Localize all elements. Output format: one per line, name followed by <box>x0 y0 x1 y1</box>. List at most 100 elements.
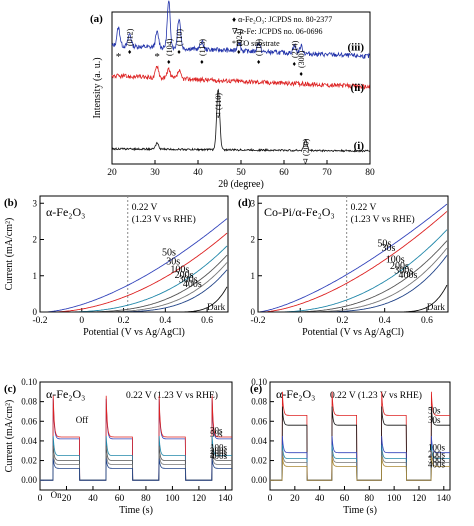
panel-label: (b) <box>4 197 18 209</box>
x-tick-label: 0 <box>298 316 303 326</box>
series-label: 400s <box>398 270 417 281</box>
annotation-text: 0.22 V <box>351 203 377 213</box>
ca-series-line <box>270 456 450 481</box>
series-label: 50s <box>377 239 391 250</box>
lsv-series-line <box>40 286 228 313</box>
legend-entry: ∇ α-Fe: JCPDS no. 06-0696 <box>232 27 322 36</box>
series-label: 30s <box>382 243 396 254</box>
xrd-series-line <box>111 0 370 59</box>
peak-label: (012) <box>126 28 135 46</box>
series-label: 300s <box>394 266 413 277</box>
series-label: 30s <box>166 257 180 268</box>
series-label: 100s <box>428 443 446 453</box>
y-tick-label: 3 <box>251 198 256 208</box>
series-label: 300s <box>210 448 228 458</box>
peak-marker: ♦ <box>299 70 303 78</box>
peak-marker: ♦ <box>257 58 261 66</box>
panel-c: 0 20 40 60 80 100 120 140 0.00 0.02 0.04 0.06 0.08 0.… <box>4 377 233 516</box>
peak-marker: ♦ <box>200 58 204 66</box>
peak-label: (300) <box>297 50 306 68</box>
x-tick-label: 60 <box>340 494 350 504</box>
series-label: 50s <box>428 405 441 415</box>
panel-title: α-Fe₂O₃ <box>46 205 85 219</box>
y-tick-label: 2 <box>33 235 38 245</box>
x-tick-label: 80 <box>365 494 375 504</box>
on-label: On <box>51 490 62 500</box>
peak-label: (110) <box>175 29 184 46</box>
lsv-series-line <box>40 232 228 313</box>
y-tick-label: 0.06 <box>251 416 267 426</box>
x-tick-label: 120 <box>192 494 207 504</box>
x-tick-label: 20 <box>290 494 300 504</box>
annotation-text: 0.22 V <box>132 203 158 213</box>
y-tick-label: 0.06 <box>21 416 37 426</box>
x-tick-label: 0.2 <box>337 316 349 326</box>
peak-label: (200) <box>302 138 311 156</box>
plot-frame <box>269 381 451 491</box>
y-tick-label: 0 <box>251 307 256 317</box>
series-label: 400s <box>428 459 446 469</box>
x-tick-label: 140 <box>218 494 233 504</box>
series-label: 400s <box>210 451 228 461</box>
peak-marker: ♦ <box>167 58 171 66</box>
y-tick-label: 0 <box>33 307 38 317</box>
series-label: 50s <box>162 248 176 259</box>
lsv-series-line <box>40 218 228 313</box>
y-tick-label: 0.02 <box>21 456 37 466</box>
series-label: 200s <box>390 261 409 272</box>
series-label: 400s <box>183 279 202 290</box>
y-tick-label: 1 <box>251 271 256 281</box>
lsv-series-line <box>258 255 448 313</box>
peak-label: (104) <box>165 38 174 56</box>
series-label: 300s <box>179 275 198 286</box>
x-tick-label: 80 <box>141 494 151 504</box>
ca-series-line <box>40 435 232 481</box>
x-tick-label: 40 <box>193 168 203 178</box>
peak-marker: ∇ <box>303 158 308 166</box>
series-label: (ii) <box>351 82 365 94</box>
ca-series-line <box>40 395 232 481</box>
series-label: 300s <box>428 455 446 465</box>
x-tick-label: 30 <box>150 168 160 178</box>
x-tick-label: 60 <box>115 494 125 504</box>
series-label: 30s <box>428 415 441 425</box>
ito-marker: * <box>116 51 122 63</box>
series-label: 100s <box>210 443 228 453</box>
x-axis-label: Potential (V vs Ag/AgCl) <box>83 327 185 338</box>
x-tick-label: 0.4 <box>379 316 391 326</box>
y-axis-label: Intensity (a. u.) <box>92 57 103 118</box>
series-label: 100s <box>386 254 405 265</box>
dark-label: Dark <box>207 302 225 312</box>
x-axis-label: Time (s) <box>119 505 153 516</box>
x-tick-label: 50 <box>236 168 246 178</box>
panel-title: α-Fe₂O₃ <box>46 387 85 401</box>
panel-title: α-Fe₂O₃ <box>276 387 315 401</box>
ca-series-line <box>40 458 232 481</box>
off-label: Off <box>76 415 88 425</box>
legend-entry: *ITO substrate <box>232 39 280 48</box>
annotation-text: (1.23 V vs RHE) <box>132 214 196 225</box>
ca-series-line <box>270 450 450 481</box>
y-tick-label: 0.04 <box>21 436 37 446</box>
lsv-series-line <box>258 284 448 313</box>
lsv-series-line <box>258 240 448 313</box>
x-tick-label: 80 <box>365 168 375 178</box>
annotation-text: 0.22 V (1.23 V vs RHE) <box>330 390 422 401</box>
lsv-series-line <box>257 203 448 313</box>
annotation-text: 0.22 V (1.23 V vs RHE) <box>126 390 218 401</box>
ca-series-line <box>270 435 450 481</box>
x-tick-label: 40 <box>88 494 98 504</box>
lsv-series-line <box>40 269 228 313</box>
y-tick-label: 0.00 <box>21 475 37 485</box>
x-tick-label: 60 <box>279 168 289 178</box>
y-tick-label: 0.10 <box>21 377 37 387</box>
y-axis-label: Current (mA/cm²) <box>4 218 15 291</box>
xrd-series-line <box>111 88 370 153</box>
panel-label: (a) <box>90 13 103 25</box>
dark-label: Dark <box>427 302 445 312</box>
peak-label: (024) <box>235 28 244 46</box>
y-tick-label: 0.04 <box>251 436 267 446</box>
y-tick-label: 0.08 <box>21 397 37 407</box>
